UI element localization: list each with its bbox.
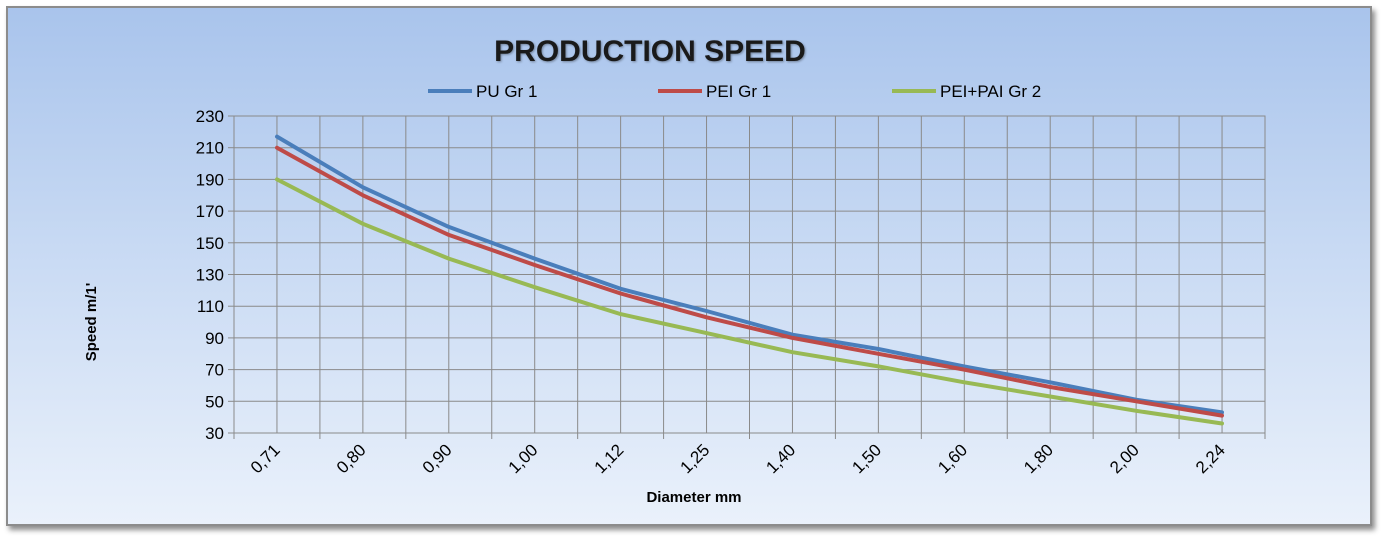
- series-line-1: [275, 134, 1224, 415]
- x-axis-label: Diameter mm: [646, 489, 741, 506]
- x-tick-label: 1,50: [848, 440, 885, 477]
- plot-grid: [228, 115, 1266, 439]
- y-tick-label: 70: [205, 361, 224, 380]
- series-line-3: [275, 177, 1224, 426]
- x-tick-label: 1,12: [591, 440, 628, 477]
- x-tick-label: 1,60: [934, 440, 971, 477]
- y-axis-label: Speed m/1': [83, 283, 100, 362]
- line-chart: PRODUCTION SPEED PU Gr 1 PEI Gr 1 PEI+PAI …: [83, 35, 1266, 506]
- y-tick-label: 210: [196, 139, 224, 158]
- y-tick-label: 50: [205, 392, 224, 411]
- legend-label: PU Gr 1: [476, 82, 537, 101]
- y-tick-label: 230: [196, 107, 224, 126]
- legend-label: PEI+PAI Gr 2: [940, 82, 1041, 101]
- x-tick-label: 1,40: [762, 440, 799, 477]
- chart-legend: PU Gr 1 PEI Gr 1 PEI+PAI Gr 2: [428, 82, 1041, 101]
- series-line-2: [275, 145, 1224, 418]
- y-tick-label: 90: [205, 329, 224, 348]
- y-tick-label: 170: [196, 202, 224, 221]
- legend-label: PEI Gr 1: [706, 82, 771, 101]
- y-tick-label: 150: [196, 234, 224, 253]
- x-tick-label: 0,71: [247, 440, 284, 477]
- y-axis-ticks: 30 50 70 90 110 130 150 170 190 210 230: [196, 107, 224, 443]
- x-tick-label: 0,90: [419, 440, 456, 477]
- chart-title: PRODUCTION SPEED: [494, 35, 806, 68]
- y-tick-label: 110: [197, 297, 224, 316]
- y-tick-label: 190: [196, 170, 224, 189]
- x-axis-ticks: 0,71 0,80 0,90 1,00 1,12 1,25 1,40 1,50 1,60 1,80…: [247, 440, 1229, 477]
- x-tick-label: 2,24: [1192, 440, 1229, 477]
- x-tick-label: 1,00: [505, 440, 542, 477]
- x-tick-label: 0,80: [333, 440, 370, 477]
- x-tick-label: 1,25: [677, 440, 714, 477]
- x-tick-label: 1,80: [1020, 440, 1057, 477]
- chart-frame: PRODUCTION SPEED PU Gr 1 PEI Gr 1 PEI+PAI …: [6, 6, 1372, 526]
- series-lines: [275, 134, 1224, 426]
- y-tick-label: 30: [205, 424, 224, 443]
- x-tick-label: 2,00: [1106, 440, 1143, 477]
- y-tick-label: 130: [196, 266, 224, 285]
